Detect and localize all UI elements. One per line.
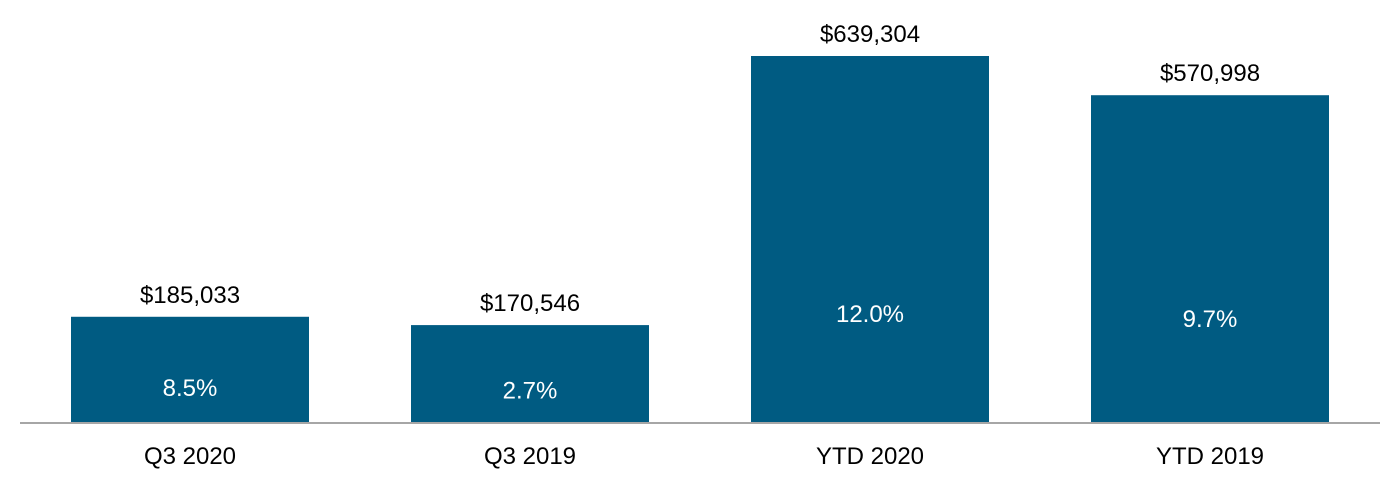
category-label: YTD 2019 <box>1156 443 1264 470</box>
value-label: $185,033 <box>140 282 240 309</box>
bar-ytd-2020 <box>751 56 989 423</box>
labels-layer: $185,033 8.5% Q3 2020 $170,546 2.7% Q3 2019 $6… <box>140 21 1264 470</box>
bar-ytd-2019 <box>1091 95 1329 424</box>
category-label: YTD 2020 <box>816 443 924 470</box>
value-label: $570,998 <box>1160 60 1260 87</box>
percent-label: 12.0% <box>836 301 904 328</box>
bars-layer <box>71 56 1329 424</box>
category-label: Q3 2020 <box>144 443 236 470</box>
bar-q3-2019 <box>411 325 649 423</box>
percent-label: 8.5% <box>163 375 218 402</box>
value-label: $639,304 <box>820 21 920 48</box>
percent-label: 2.7% <box>503 378 558 405</box>
value-label: $170,546 <box>480 290 580 317</box>
percent-label: 9.7% <box>1183 306 1238 333</box>
category-label: Q3 2019 <box>484 443 576 470</box>
bar-q3-2020 <box>71 316 309 423</box>
